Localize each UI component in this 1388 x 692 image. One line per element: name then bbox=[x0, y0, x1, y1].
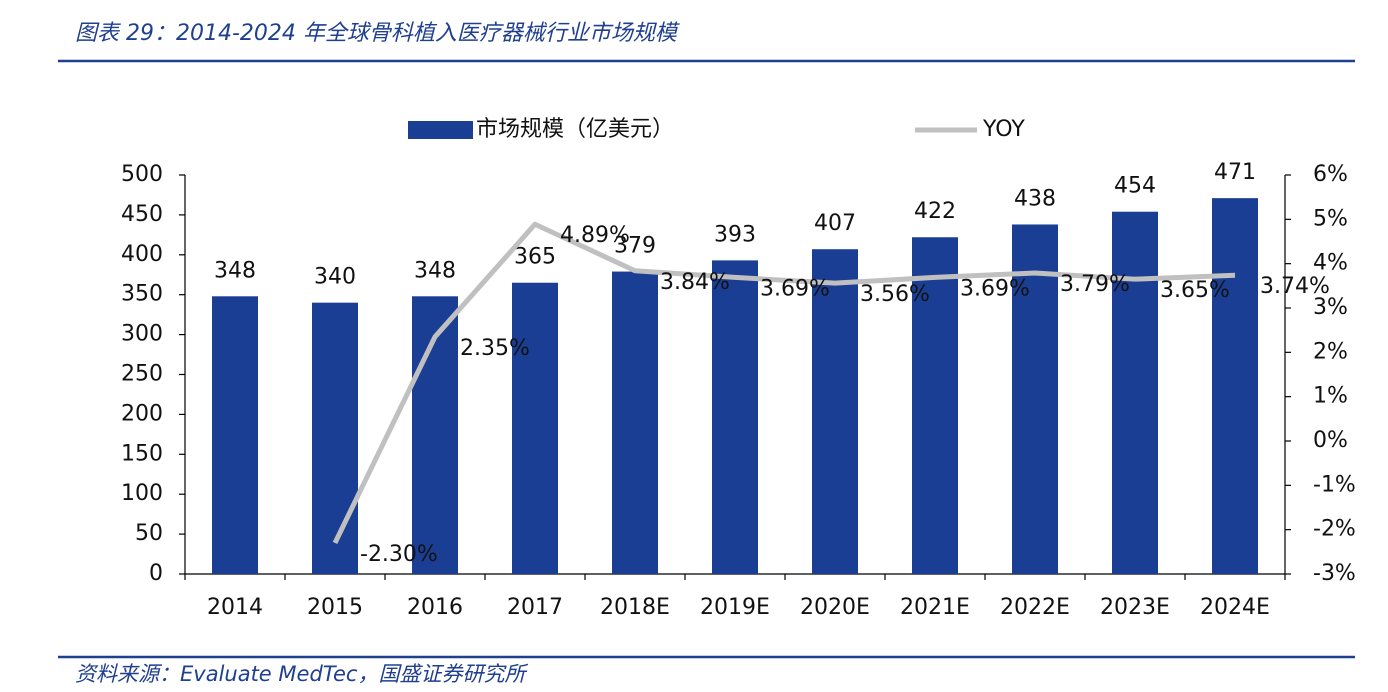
x-tick-label: 2017 bbox=[507, 595, 563, 620]
y2-tick-label: 4% bbox=[1313, 251, 1348, 276]
y-tick-label: 0 bbox=[149, 561, 163, 586]
bar bbox=[812, 249, 858, 575]
line-label: 4.89% bbox=[560, 223, 630, 248]
y-tick-label: 350 bbox=[121, 282, 163, 307]
y2-tick-label: 1% bbox=[1313, 384, 1348, 409]
bar-label: 438 bbox=[1014, 186, 1056, 211]
bar bbox=[612, 271, 658, 574]
x-tick-label: 2023E bbox=[1100, 595, 1170, 620]
bar bbox=[1212, 198, 1258, 574]
line-label: 3.84% bbox=[660, 270, 730, 295]
x-tick-label: 2014 bbox=[207, 595, 263, 620]
bar-label: 407 bbox=[814, 211, 856, 236]
x-tick-label: 2015 bbox=[307, 595, 363, 620]
line-label: 2.35% bbox=[460, 336, 530, 361]
line-label: 3.74% bbox=[1260, 274, 1330, 299]
legend-label: YOY bbox=[982, 117, 1025, 142]
bar bbox=[512, 282, 558, 574]
y-tick-label: 450 bbox=[121, 202, 163, 227]
x-tick-label: 2019E bbox=[700, 595, 770, 620]
y2-tick-label: -1% bbox=[1313, 472, 1356, 497]
y-tick-label: 300 bbox=[121, 322, 163, 347]
bar-label: 365 bbox=[514, 245, 556, 270]
bar bbox=[312, 302, 358, 574]
legend-swatch bbox=[408, 121, 473, 139]
y-tick-label: 100 bbox=[121, 481, 163, 506]
bar bbox=[212, 296, 258, 574]
legend-label: 市场规模（亿美元） bbox=[476, 117, 674, 142]
source: 资料来源：Evaluate MedTec，国盛证券研究所 bbox=[75, 662, 528, 686]
line-label: 3.69% bbox=[760, 276, 830, 301]
x-tick-label: 2024E bbox=[1200, 595, 1270, 620]
y-tick-label: 150 bbox=[121, 441, 163, 466]
y-tick-label: 200 bbox=[121, 401, 163, 426]
chart-title: 图表 29：2014-2024 年全球骨科植入医疗器械行业市场规模 bbox=[75, 21, 680, 46]
bar-label: 422 bbox=[914, 199, 956, 224]
y2-tick-label: 6% bbox=[1313, 162, 1348, 187]
bar bbox=[412, 296, 458, 574]
x-tick-label: 2018E bbox=[600, 595, 670, 620]
bar-label: 393 bbox=[714, 222, 756, 247]
y2-tick-label: 5% bbox=[1313, 206, 1348, 231]
bar bbox=[1112, 211, 1158, 574]
line-label: 3.65% bbox=[1160, 278, 1230, 303]
bar-label: 340 bbox=[314, 265, 356, 290]
bar-label: 379 bbox=[614, 234, 656, 259]
bar bbox=[712, 260, 758, 574]
bar-label: 471 bbox=[1214, 160, 1256, 185]
x-tick-label: 2020E bbox=[800, 595, 870, 620]
bar-label: 348 bbox=[214, 258, 256, 283]
line-label: 3.56% bbox=[860, 282, 930, 307]
y-tick-label: 400 bbox=[121, 242, 163, 267]
y-tick-label: 500 bbox=[121, 162, 163, 187]
line-label: -2.30% bbox=[360, 542, 438, 567]
y2-tick-label: 3% bbox=[1313, 295, 1348, 320]
y-tick-label: 250 bbox=[121, 362, 163, 387]
y2-tick-label: -2% bbox=[1313, 517, 1356, 542]
x-tick-label: 2021E bbox=[900, 595, 970, 620]
line bbox=[332, 221, 1236, 545]
y2-tick-label: 0% bbox=[1313, 428, 1348, 453]
line-label: 3.69% bbox=[960, 276, 1030, 301]
bar bbox=[1012, 224, 1058, 574]
x-tick-label: 2022E bbox=[1000, 595, 1070, 620]
line-label: 3.79% bbox=[1060, 272, 1130, 297]
bar-label: 348 bbox=[414, 258, 456, 283]
y2-tick-label: -3% bbox=[1313, 561, 1356, 586]
bar-label: 454 bbox=[1114, 174, 1156, 199]
y-tick-label: 50 bbox=[135, 521, 163, 546]
bar bbox=[912, 237, 958, 574]
y2-tick-label: 2% bbox=[1313, 339, 1348, 364]
x-tick-label: 2016 bbox=[407, 595, 463, 620]
